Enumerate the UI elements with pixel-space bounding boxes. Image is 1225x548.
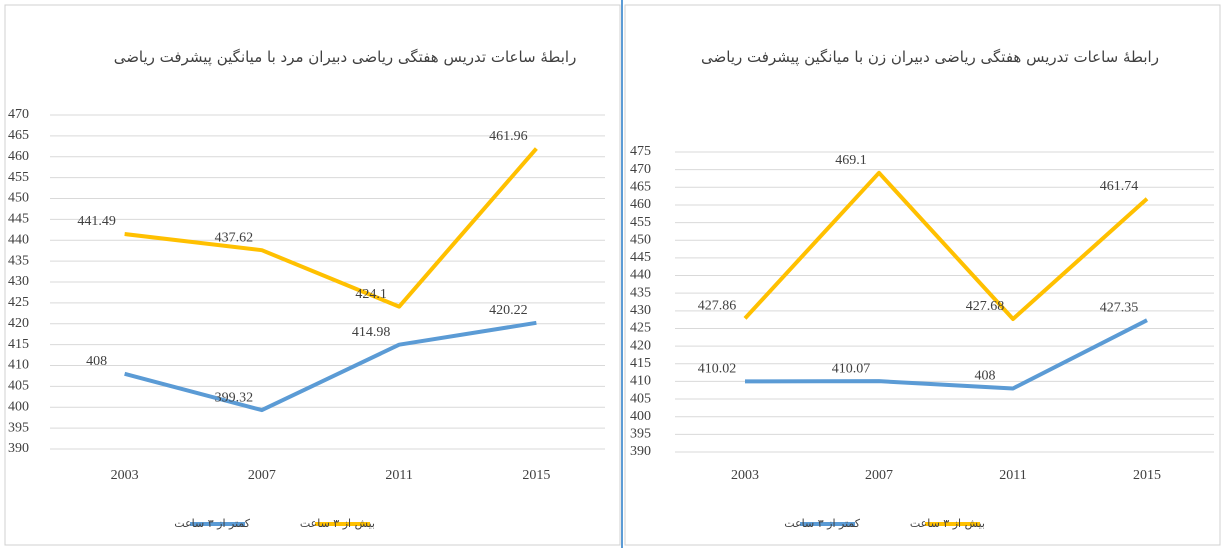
chart-frame	[5, 5, 620, 545]
y-tick-label: 450	[630, 232, 651, 247]
x-tick-label: 2015	[1133, 468, 1161, 483]
y-tick-label: 435	[630, 285, 651, 300]
chart-title: رابطهٔ ساعات تدریس هفتگی ریاضی دبیران زن…	[700, 40, 1160, 74]
series-line	[745, 173, 1147, 319]
data-label: 399.32	[215, 390, 254, 405]
page: 390 395 400 405 410 415 420 425 430 435 440 445 450 4…	[0, 0, 1225, 548]
y-tick-label: 435	[8, 253, 29, 268]
data-label: 427.86	[698, 299, 737, 314]
y-tick-label: 475	[630, 144, 651, 159]
y-tick-label: 410	[8, 358, 29, 373]
y-tick-label: 410	[630, 374, 651, 389]
data-label: 437.62	[215, 230, 254, 245]
data-label: 427.68	[966, 299, 1005, 314]
series-line	[125, 149, 537, 307]
x-tick-label: 2007	[865, 468, 893, 483]
y-tick-label: 395	[8, 420, 29, 435]
legend-label: بیش از ۳ ساعت	[300, 517, 375, 530]
y-tick-label: 470	[8, 107, 29, 122]
y-tick-label: 450	[8, 191, 29, 206]
x-tick-label: 2011	[385, 468, 412, 483]
x-tick-label: 2015	[522, 468, 550, 483]
x-tick-label: 2011	[999, 468, 1026, 483]
y-tick-label: 445	[8, 212, 29, 227]
chart-frame	[625, 5, 1220, 545]
y-tick-label: 445	[630, 250, 651, 265]
y-tick-label: 420	[8, 316, 29, 331]
y-tick-label: 425	[8, 295, 29, 310]
data-label: 469.1	[835, 153, 867, 168]
series-line	[125, 323, 537, 410]
legend-label: کمتر از ۳ ساعت	[784, 517, 860, 530]
y-tick-label: 460	[8, 149, 29, 164]
y-tick-label: 455	[630, 215, 651, 230]
data-label: 414.98	[352, 325, 391, 340]
y-tick-label: 440	[630, 268, 651, 283]
series-line	[745, 320, 1147, 388]
y-tick-label: 415	[8, 337, 29, 352]
y-tick-label: 390	[630, 444, 651, 459]
legend-label: کمتر از ۳ ساعت	[174, 517, 250, 530]
y-tick-label: 420	[630, 338, 651, 353]
y-tick-label: 415	[630, 356, 651, 371]
y-tick-label: 430	[630, 303, 651, 318]
x-tick-label: 2003	[111, 468, 139, 483]
y-tick-label: 400	[8, 399, 29, 414]
data-label: 461.96	[489, 129, 528, 144]
data-label: 408	[86, 354, 107, 369]
y-tick-label: 470	[630, 162, 651, 177]
y-tick-label: 390	[8, 441, 29, 456]
y-tick-label: 455	[8, 170, 29, 185]
y-tick-label: 405	[630, 391, 651, 406]
x-tick-label: 2003	[731, 468, 759, 483]
data-label: 410.07	[832, 361, 871, 376]
chart-title: رابطهٔ ساعات تدریس هفتگی ریاضی دبیران مر…	[80, 40, 610, 74]
legend-label: بیش از ۳ ساعت	[910, 517, 985, 530]
y-tick-label: 465	[8, 128, 29, 143]
y-tick-label: 430	[8, 274, 29, 289]
data-label: 427.35	[1100, 300, 1139, 315]
y-tick-label: 405	[8, 379, 29, 394]
y-tick-label: 425	[630, 321, 651, 336]
data-label: 410.02	[698, 362, 737, 377]
y-tick-label: 465	[630, 180, 651, 195]
data-label: 420.22	[489, 303, 528, 318]
x-tick-label: 2007	[248, 468, 276, 483]
y-tick-label: 460	[630, 197, 651, 212]
y-tick-label: 400	[630, 409, 651, 424]
data-label: 408	[975, 369, 996, 384]
data-label: 461.74	[1100, 179, 1139, 194]
data-label: 441.49	[77, 214, 116, 229]
charts: 390 395 400 405 410 415 420 425 430 435 440 445 450 4…	[0, 0, 1225, 548]
y-tick-label: 395	[630, 427, 651, 442]
data-label: 424.1	[355, 287, 387, 302]
y-tick-label: 440	[8, 232, 29, 247]
